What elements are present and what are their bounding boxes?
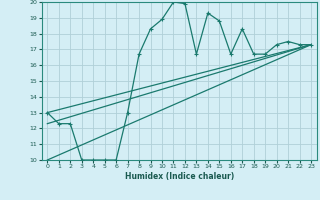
X-axis label: Humidex (Indice chaleur): Humidex (Indice chaleur) [124, 172, 234, 181]
